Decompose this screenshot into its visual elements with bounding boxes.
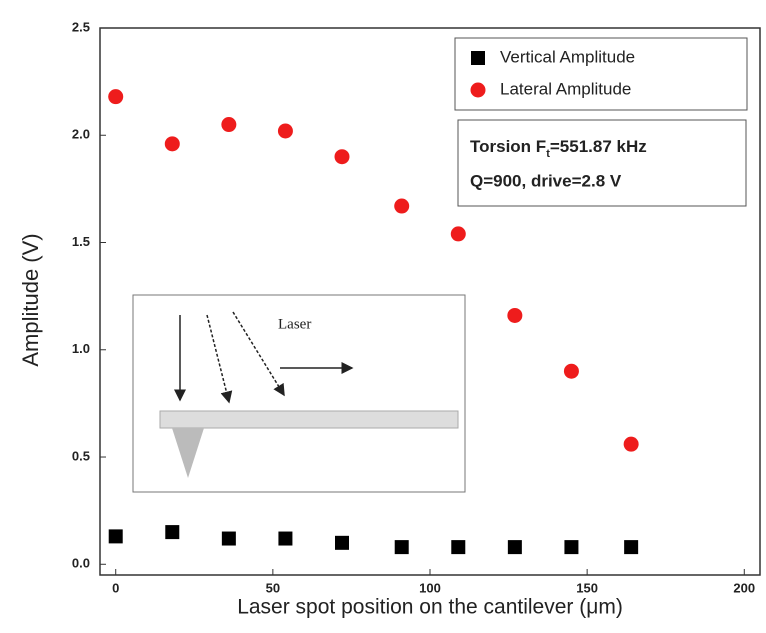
annotation-line: Q=900, drive=2.8 V [470,171,622,190]
point [335,535,349,550]
y-tick-label: 2.0 [72,127,90,142]
point [394,198,410,214]
x-tick-label: 150 [576,580,598,595]
y-tick-label: 0.5 [72,448,90,463]
point [108,89,124,105]
tip [172,428,204,478]
y-tick-label: 1.0 [72,341,90,356]
point [564,540,579,555]
annotation-suffix: =551.87 kHz [550,137,647,156]
point [221,531,236,546]
y-tick-label: 0.0 [72,556,90,571]
inset: Laser [132,294,466,493]
x-axis-label: Laser spot position on the cantilever (μ… [237,596,623,619]
point [278,531,293,546]
x-tick-label: 200 [733,580,755,595]
point [563,363,579,379]
point [623,436,639,452]
point [451,540,466,555]
x-tick-label: 0 [112,580,119,595]
annotation-subscript: t [546,148,550,160]
point [108,529,123,544]
point [394,540,409,555]
point [507,540,522,555]
point [450,226,466,242]
y-axis-label: Amplitude (V) [18,233,43,366]
y-tick-label: 2.5 [72,19,90,34]
legend: Vertical Amplitude Lateral Amplitude [470,47,635,98]
point [507,307,523,323]
legend-box [454,37,748,111]
cantilever [159,410,459,429]
legend-marker [470,82,486,98]
point [334,149,350,165]
y-tick-label: 1.5 [72,234,90,249]
point [221,117,237,133]
annotation-text: Torsion F [470,137,546,156]
point [624,540,639,555]
point [165,525,180,540]
legend-marker [471,51,485,65]
point [164,136,180,152]
inset-label: Laser [278,316,311,332]
x-tick-label: 50 [266,580,280,595]
x-tick-label: 100 [419,580,441,595]
annotation: Torsion Ft=551.87 kHz [470,137,647,159]
point [277,123,293,139]
legend-label: Lateral Amplitude [500,79,631,98]
annotation-box [457,119,747,207]
legend-label: Vertical Amplitude [500,47,635,66]
laser-arrow [232,311,285,397]
